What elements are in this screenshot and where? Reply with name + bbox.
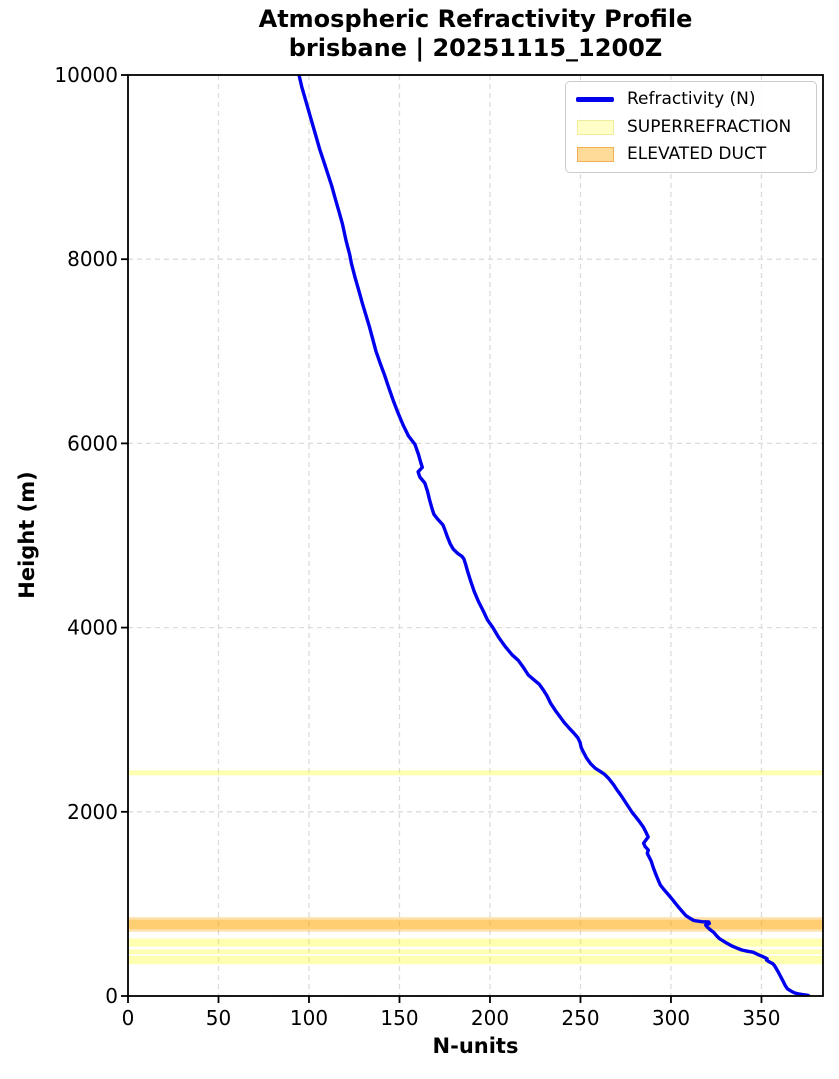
tick-labels: 0 50 100 150 200 250 300 350 0 2000 4000 6000 8000 10… <box>54 63 780 1030</box>
legend-item-refractivity: Refractivity (N) <box>576 91 806 108</box>
x-tick-label: 150 <box>380 1006 418 1030</box>
x-tick-label: 200 <box>471 1006 509 1030</box>
superrefraction-patch-swatch <box>576 119 614 135</box>
y-tick-label: 8000 <box>67 247 118 271</box>
bands-layer <box>128 770 823 965</box>
legend-label: SUPERREFRACTION <box>627 116 792 137</box>
elevated-duct-patch-swatch <box>576 147 614 162</box>
axes-border <box>127 74 824 997</box>
legend-label: ELEVATED DUCT <box>627 144 767 164</box>
y-tick-label: 0 <box>105 984 118 1008</box>
legend-item-elevated-duct: ELEVATED DUCT <box>576 146 806 163</box>
legend: Refractivity (N) SUPERREFRACTION ELEVATE… <box>565 81 817 173</box>
tick-marks <box>121 74 763 1003</box>
chart-title-line1: Atmospheric Refractivity Profile <box>258 5 693 33</box>
band-superrefraction <box>128 938 823 947</box>
y-tick-label: 4000 <box>67 616 118 640</box>
x-axis-label: N-units <box>432 1034 519 1058</box>
chart-title: Atmospheric Refractivity Profile brisban… <box>128 5 823 63</box>
x-tick-label: 50 <box>206 1006 231 1030</box>
refractivity-line <box>297 75 810 996</box>
legend-item-superrefraction: SUPERREFRACTION <box>576 116 806 137</box>
y-tick-label: 2000 <box>67 800 118 824</box>
y-tick-label: 10000 <box>54 63 118 87</box>
refractivity-line-swatch <box>576 97 614 102</box>
band-superrefraction <box>128 770 823 776</box>
x-tick-label: 0 <box>122 1006 135 1030</box>
grid-layer <box>127 74 823 997</box>
x-tick-label: 100 <box>290 1006 328 1030</box>
legend-label: Refractivity (N) <box>627 89 756 109</box>
x-tick-label: 300 <box>652 1006 690 1030</box>
band-elevated_duct <box>128 919 823 932</box>
band-superrefraction <box>128 949 823 955</box>
band-superrefraction <box>128 955 823 965</box>
x-tick-label: 250 <box>561 1006 599 1030</box>
x-tick-label: 350 <box>742 1006 780 1030</box>
band-elevated_duct <box>128 917 823 930</box>
y-tick-label: 6000 <box>67 431 118 455</box>
chart-title-line2: brisbane | 20251115_1200Z <box>288 34 663 62</box>
